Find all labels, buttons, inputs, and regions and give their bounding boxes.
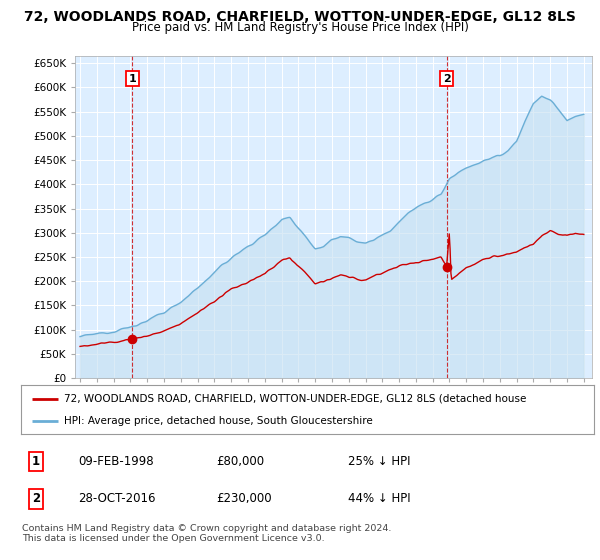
Text: £230,000: £230,000 [216,492,271,505]
Text: 72, WOODLANDS ROAD, CHARFIELD, WOTTON-UNDER-EDGE, GL12 8LS: 72, WOODLANDS ROAD, CHARFIELD, WOTTON-UN… [24,10,576,24]
Text: 09-FEB-1998: 09-FEB-1998 [79,455,154,468]
Text: 25% ↓ HPI: 25% ↓ HPI [347,455,410,468]
Text: 2: 2 [32,492,40,505]
Text: 1: 1 [32,455,40,468]
Text: 28-OCT-2016: 28-OCT-2016 [79,492,156,505]
Text: HPI: Average price, detached house, South Gloucestershire: HPI: Average price, detached house, Sout… [64,416,373,426]
Text: £80,000: £80,000 [216,455,264,468]
Text: 2: 2 [443,73,451,83]
Text: Contains HM Land Registry data © Crown copyright and database right 2024.
This d: Contains HM Land Registry data © Crown c… [22,524,392,543]
Text: 72, WOODLANDS ROAD, CHARFIELD, WOTTON-UNDER-EDGE, GL12 8LS (detached house: 72, WOODLANDS ROAD, CHARFIELD, WOTTON-UN… [64,394,526,404]
Text: Price paid vs. HM Land Registry's House Price Index (HPI): Price paid vs. HM Land Registry's House … [131,21,469,34]
Text: 44% ↓ HPI: 44% ↓ HPI [347,492,410,505]
Text: 1: 1 [128,73,136,83]
